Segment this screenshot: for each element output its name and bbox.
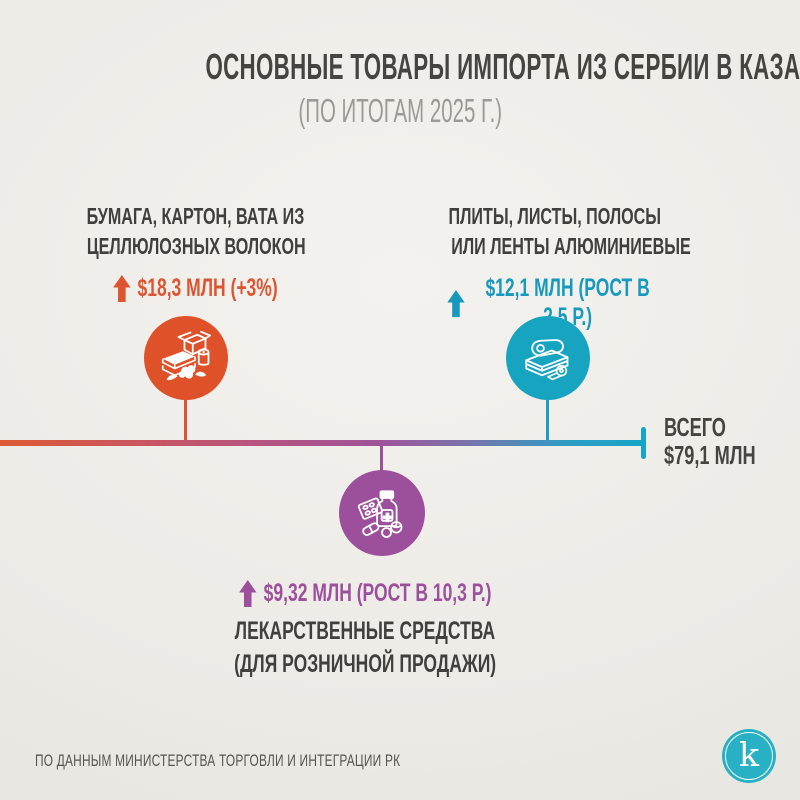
category-medicines-value: $9,32 МЛН (РОСТ В 10,3 Р.) bbox=[234, 579, 496, 608]
category-paper-value: $18,3 МЛН (+3%) bbox=[87, 274, 304, 303]
total-value: ВСЕГО $79,1 МЛН bbox=[664, 412, 756, 470]
growth-arrow-icon bbox=[113, 275, 131, 302]
connector-medicines bbox=[380, 445, 383, 472]
timeline-end-cap bbox=[641, 427, 646, 459]
page-title: ОСНОВНЫЕ ТОВАРЫ ИМПОРТА ИЗ СЕРБИИ В КАЗА… bbox=[205, 46, 800, 87]
aluminium-sheets-roll-icon bbox=[525, 339, 569, 381]
timeline-axis bbox=[0, 440, 644, 446]
brand-logo: k bbox=[722, 729, 776, 783]
connector-paper bbox=[184, 398, 187, 442]
aluminium-category-bubble bbox=[506, 316, 590, 400]
medicines-category-bubble bbox=[339, 470, 425, 556]
page-subtitle: (ПО ИТОГАМ 2025 Г.) bbox=[298, 92, 502, 129]
category-medicines-label: ЛЕКАРСТВЕННЫЕ СРЕДСТВА (ДЛЯ РОЗНИЧНОЙ ПР… bbox=[234, 617, 497, 678]
paper-cardboard-cotton-icon bbox=[161, 330, 211, 381]
category-paper-label: БУМАГА, КАРТОН, ВАТА ИЗ ЦЕЛЛЮЛОЗНЫХ ВОЛО… bbox=[86, 203, 306, 259]
brand-logo-letter: k bbox=[739, 734, 759, 774]
category-medicines: $9,32 МЛН (РОСТ В 10,3 Р.) ЛЕКАРСТВЕННЫЕ… bbox=[178, 579, 552, 681]
category-aluminium: ПЛИТЫ, ЛИСТЫ, ПОЛОСЫ ИЛИ ЛЕНТЫ АЛЮМИНИЕВ… bbox=[400, 201, 710, 332]
source-note: ПО ДАННЫМ МИНИСТЕРСТВА ТОРГОВЛИ И ИНТЕГР… bbox=[35, 751, 401, 770]
growth-arrow-icon bbox=[447, 289, 465, 317]
category-aluminium-label: ПЛИТЫ, ЛИСТЫ, ПОЛОСЫ ИЛИ ЛЕНТЫ АЛЮМИНИЕВ… bbox=[448, 203, 691, 259]
connector-aluminium bbox=[546, 398, 549, 442]
medicines-icon bbox=[357, 490, 403, 538]
category-paper: БУМАГА, КАРТОН, ВАТА ИЗ ЦЕЛЛЮЛОЗНЫХ ВОЛО… bbox=[40, 201, 350, 303]
paper-category-bubble bbox=[144, 316, 228, 400]
growth-arrow-icon bbox=[239, 580, 257, 607]
